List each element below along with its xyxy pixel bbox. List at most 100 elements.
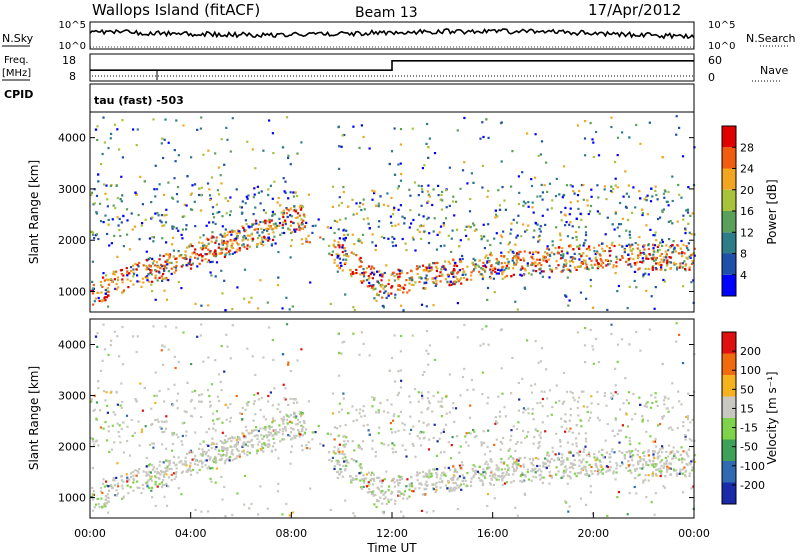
power-cell <box>693 254 696 257</box>
power-cell <box>92 203 95 206</box>
velocity-cell <box>560 476 563 479</box>
velocity-cell <box>96 332 99 335</box>
velocity-cell <box>285 502 288 505</box>
velocity-cell <box>522 411 525 414</box>
power-cell <box>604 233 607 236</box>
velocity-cell <box>91 493 94 496</box>
velocity-cell <box>201 454 204 457</box>
velocity-cell <box>516 467 519 470</box>
power-cell <box>167 270 170 273</box>
velocity-cell <box>289 397 292 400</box>
velocity-cell <box>282 418 285 421</box>
power-cell <box>359 201 362 205</box>
power-cell <box>90 194 93 197</box>
power-cell <box>569 245 572 248</box>
power-cell <box>317 218 320 221</box>
velocity-cell <box>641 418 644 421</box>
colorbar-segment <box>722 482 736 504</box>
power-cell <box>175 261 178 264</box>
velocity-cell <box>503 475 506 478</box>
velocity-cell <box>486 463 490 466</box>
power-cell <box>663 196 666 199</box>
power-cell <box>514 263 517 266</box>
power-cell <box>117 286 120 289</box>
velocity-cell <box>352 420 355 423</box>
power-cell <box>211 260 214 263</box>
power-cell <box>484 270 487 273</box>
power-cell <box>245 195 248 198</box>
power-cell <box>226 138 229 141</box>
velocity-cell <box>276 431 279 434</box>
velocity-cell <box>233 436 236 439</box>
power-cell <box>492 277 495 280</box>
power-cell <box>484 266 488 269</box>
power-cell <box>535 250 538 253</box>
power-cell <box>371 189 374 192</box>
velocity-cell <box>690 460 693 463</box>
power-cell <box>173 266 176 269</box>
power-cell <box>177 250 180 253</box>
velocity-cell <box>116 335 119 338</box>
power-cell <box>146 279 149 282</box>
velocity-cell <box>308 447 311 450</box>
velocity-cell <box>336 476 339 479</box>
power-cell <box>440 268 443 271</box>
velocity-cell <box>225 418 228 421</box>
velocity-cell <box>208 400 212 403</box>
power-cell <box>621 217 624 220</box>
velocity-cell <box>193 389 197 393</box>
power-cell <box>448 204 451 207</box>
velocity-cell <box>468 416 472 419</box>
power-cell <box>189 193 192 196</box>
power-cell <box>250 237 253 240</box>
velocity-cell <box>596 473 599 476</box>
velocity-cell <box>343 460 346 463</box>
power-cell <box>576 194 580 197</box>
power-cell <box>336 264 339 267</box>
velocity-cell <box>221 498 224 501</box>
velocity-cell <box>242 444 245 447</box>
power-cell <box>512 251 515 254</box>
power-cell <box>122 214 125 218</box>
velocity-cell <box>534 340 537 343</box>
power-cell <box>423 269 426 272</box>
power-cell <box>578 258 581 261</box>
power-cell <box>605 198 608 201</box>
power-cell <box>262 149 265 152</box>
velocity-cell <box>660 470 663 473</box>
velocity-cell <box>118 355 121 358</box>
velocity-cell <box>414 455 417 458</box>
power-cell <box>223 235 226 238</box>
x-tick-label: 04:00 <box>175 527 207 540</box>
power-cell <box>286 208 289 211</box>
velocity-cell <box>594 463 597 466</box>
velocity-cell <box>503 468 507 471</box>
power-cell <box>221 241 224 244</box>
freq-label-bottom: [MHz] <box>2 68 31 79</box>
velocity-cell <box>465 441 468 444</box>
power-cell <box>473 224 476 227</box>
power-cell <box>641 261 644 264</box>
power-cell <box>606 216 609 219</box>
velocity-cell <box>110 448 113 451</box>
velocity-cell <box>634 448 637 451</box>
velocity-cell <box>380 485 383 488</box>
velocity-cell <box>423 436 426 439</box>
power-cell <box>397 288 400 291</box>
velocity-cell <box>524 473 527 477</box>
power-cell <box>418 225 422 228</box>
y-tick-label: 3000 <box>58 183 86 196</box>
x-tick-label: 00:00 <box>74 527 106 540</box>
velocity-cell <box>678 333 681 336</box>
velocity-cell <box>615 462 618 465</box>
power-cell <box>481 164 484 167</box>
velocity-cell <box>299 411 302 414</box>
power-cell <box>206 182 210 185</box>
power-cell <box>152 240 155 243</box>
velocity-cell <box>591 345 594 348</box>
velocity-cell <box>97 503 100 506</box>
velocity-cell <box>221 441 224 445</box>
velocity-cell <box>525 435 529 438</box>
velocity-cell <box>168 461 171 465</box>
